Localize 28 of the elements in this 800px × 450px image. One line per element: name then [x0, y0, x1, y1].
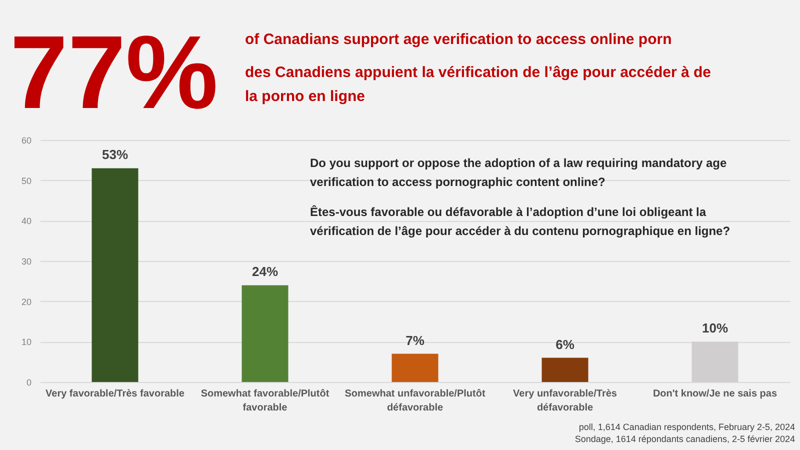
- bar: [242, 285, 288, 382]
- x-tick-label: Somewhat favorable/Plutôt favorable: [200, 388, 330, 414]
- text: poll, 1,614 Canadian respondents, February 2-5, 2024: [578, 422, 795, 432]
- x-tick-label: Very favorable/Très favorable: [46, 388, 185, 400]
- y-tick-label: 50: [21, 176, 32, 186]
- bar: [392, 354, 438, 382]
- y-tick-label: 0: [26, 378, 32, 388]
- x-tick-label: Very unfavorable/Très défavorable: [513, 388, 618, 414]
- data-label: 6%: [556, 336, 575, 352]
- data-label: 24%: [252, 264, 278, 280]
- text: of Canadians support age verification to access online porn: [245, 31, 672, 48]
- data-label: 53%: [102, 147, 128, 162]
- annotation: Do you support or oppose the adoption of a law requiring mandatory age verification to access pornographic content online?: [310, 156, 728, 189]
- data-label: 7%: [406, 332, 425, 348]
- x-tick-label: Somewhat unfavorable/Plutôt défavorable: [344, 388, 486, 414]
- y-tick-label: 10: [21, 337, 32, 348]
- y-tick-label: 20: [21, 296, 32, 307]
- data-label: 10%: [702, 320, 728, 336]
- x-tick-label: Don't know/Je ne sais pas: [652, 388, 778, 400]
- chart-title: 77%: [10, 15, 218, 131]
- y-tick-label: 60: [21, 136, 32, 146]
- text: Sondage, 1614 répondants canadiens, 2-5 février 2024: [574, 434, 795, 444]
- y-tick-label: 30: [21, 256, 32, 266]
- bar: [542, 358, 588, 382]
- annotation: Êtes-vous favorable ou défavorable à l’adoption d’une loi obligeant la vérification de l’âge pour accéder à du contenu pornographique en ligne?: [310, 205, 730, 238]
- y-tick-label: 40: [21, 216, 32, 226]
- bar: [92, 168, 138, 382]
- text: des Canadiens appuient la vérification de l’âge pour accéder à de la porno en ligne: [245, 64, 711, 105]
